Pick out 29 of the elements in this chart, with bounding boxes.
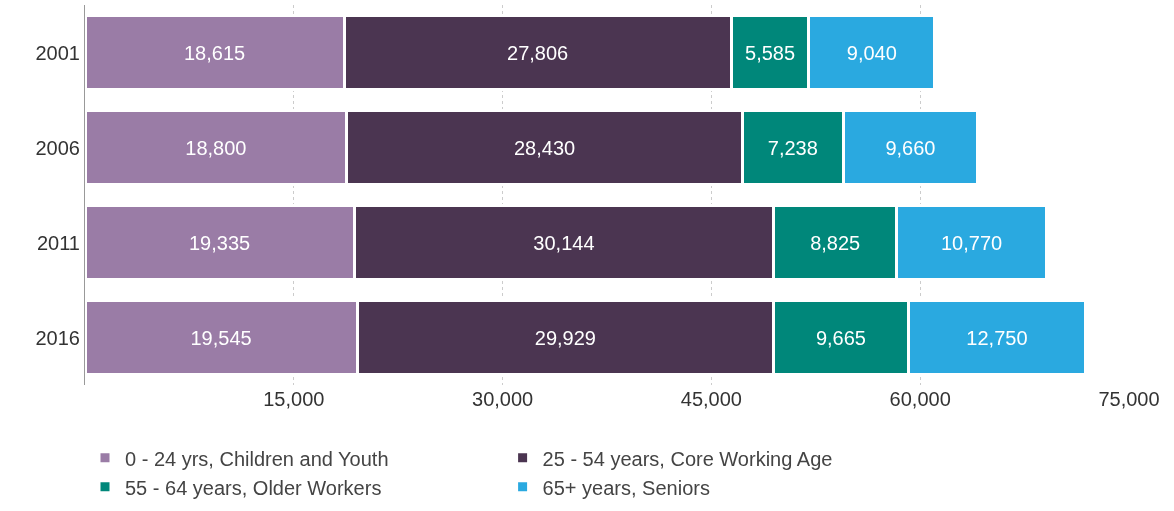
data-label: 19,545 xyxy=(190,326,252,349)
legend-label: 65+ years, Seniors xyxy=(542,476,710,499)
data-label: 27,806 xyxy=(507,41,569,64)
data-label: 18,615 xyxy=(183,41,246,64)
legend-label: 25 - 54 years, Core Working Age xyxy=(542,447,833,470)
data-label: 18,800 xyxy=(185,136,247,159)
data-label: 30,144 xyxy=(533,231,595,254)
data-label: 9,665 xyxy=(815,326,866,349)
data-label: 9,040 xyxy=(846,41,897,64)
data-label: 19,335 xyxy=(188,231,251,254)
data-label: 28,430 xyxy=(513,136,576,159)
y-tick-label: 2001 xyxy=(35,41,80,64)
data-label: 8,825 xyxy=(810,231,861,254)
x-tick-label: 60,000 xyxy=(889,388,951,410)
data-label: 12,750 xyxy=(966,326,1028,349)
data-label: 5,585 xyxy=(745,41,796,64)
y-tick-label: 2011 xyxy=(36,231,80,254)
data-label: 29,929 xyxy=(534,326,596,349)
data-label: 7,238 xyxy=(767,136,818,159)
legend-label: 55 - 64 years, Older Workers xyxy=(125,476,382,499)
x-tick-label: 75,000 xyxy=(1098,388,1160,410)
data-label: 9,660 xyxy=(885,136,936,159)
y-tick-label: 2016 xyxy=(35,326,80,349)
data-label: 10,770 xyxy=(940,231,1003,254)
x-tick-label: 15,000 xyxy=(263,388,325,410)
y-tick-label: 2006 xyxy=(35,136,80,159)
x-tick-label: 30,000 xyxy=(472,388,534,410)
legend-label: 0 - 24 yrs, Children and Youth xyxy=(125,447,389,470)
x-tick-label: 45,000 xyxy=(680,388,742,410)
